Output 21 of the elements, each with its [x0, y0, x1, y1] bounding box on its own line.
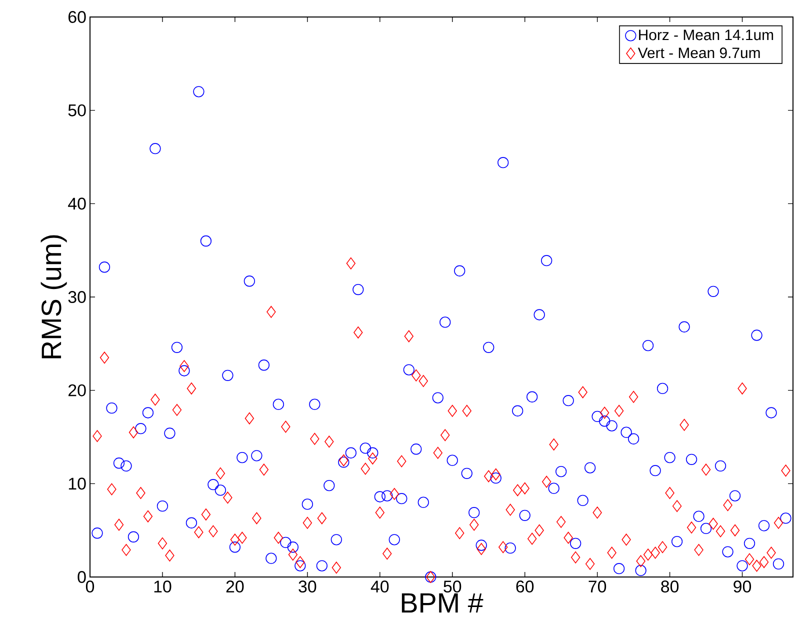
y-tick-label: 60	[68, 11, 86, 23]
y-axis-title: RMS (um)	[40, 235, 67, 358]
y-tick-label: 40	[68, 198, 86, 210]
x-tick-label: 50	[444, 580, 462, 593]
x-tick-label: 70	[588, 580, 606, 593]
y-tick-label: 10	[68, 478, 86, 490]
x-tick-label: 20	[226, 580, 244, 593]
y-tick-label: 20	[68, 384, 86, 396]
x-axis-title: BPM #	[402, 593, 484, 613]
x-tick-label: 80	[661, 580, 679, 593]
x-tick-label: 60	[516, 580, 534, 593]
y-tick-label: 30	[68, 291, 86, 303]
x-tick-label: 40	[370, 580, 389, 593]
x-tick-label: 90	[734, 580, 752, 593]
y-tick-label: 0	[78, 571, 86, 584]
legend-label: Horz - Mean 14.1um	[639, 30, 774, 40]
x-tick-label: 0	[86, 580, 94, 593]
x-tick-label: 10	[154, 580, 172, 593]
y-tick-label: 50	[68, 104, 86, 116]
legend-label: Vert - Mean 9.7um	[638, 48, 760, 58]
x-tick-label: 30	[298, 580, 316, 593]
